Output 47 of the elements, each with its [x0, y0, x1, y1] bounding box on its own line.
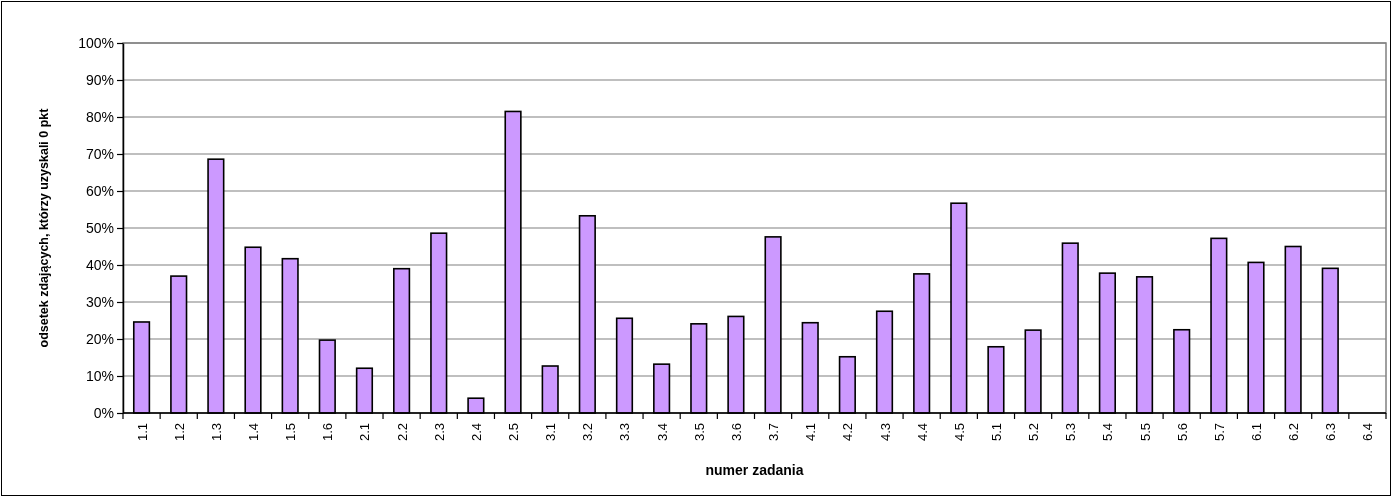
x-tick-label: 1.4: [246, 423, 262, 442]
x-tick-label: 5.7: [1211, 423, 1227, 442]
y-tick-label: 60%: [85, 182, 114, 199]
x-tick-label: 6.4: [1360, 423, 1376, 442]
x-tick-label: 2.1: [357, 423, 373, 442]
x-tick-label: 2.2: [394, 423, 410, 442]
x-tick-label: 6.1: [1248, 423, 1264, 442]
y-tick-label: 80%: [85, 108, 114, 125]
x-tick-label: 5.6: [1174, 423, 1190, 442]
x-tick-label: 4.1: [803, 423, 819, 442]
x-tick-label: 3.4: [654, 423, 670, 442]
x-tick-label: 2.4: [468, 423, 484, 442]
x-tick-label: 4.4: [914, 423, 930, 442]
x-tick-label: 4.5: [951, 423, 967, 442]
y-tick-label: 0%: [93, 404, 114, 421]
x-tick-label: 5.4: [1100, 423, 1116, 442]
y-tick-label: 20%: [85, 330, 114, 347]
x-tick-label: 6.3: [1323, 423, 1339, 442]
x-axis-title: numer zadania: [705, 462, 804, 478]
x-tick-label: 4.3: [877, 423, 893, 442]
x-tick-label: 3.1: [543, 423, 559, 442]
x-tick-label: 2.3: [431, 423, 447, 442]
y-tick-label: 90%: [85, 71, 114, 88]
y-axis-title: odsetek zdających, którzy uzyskali 0 pkt: [37, 107, 51, 348]
x-tick-label: 3.5: [691, 423, 707, 442]
x-tick-label: 3.3: [617, 423, 633, 442]
y-tick-label: 70%: [85, 145, 114, 162]
x-tick-label: 3.6: [728, 423, 744, 442]
x-tick-label: 1.5: [283, 423, 299, 442]
x-tick-label: 1.1: [134, 423, 150, 442]
y-tick-label: 100%: [78, 34, 114, 51]
x-tick-label: 2.5: [506, 423, 522, 442]
y-tick-label: 30%: [85, 293, 114, 310]
x-tick-label: 4.2: [840, 423, 856, 442]
y-tick-label: 50%: [85, 219, 114, 236]
x-tick-label: 1.6: [320, 423, 336, 442]
x-tick-label: 5.1: [988, 423, 1004, 442]
x-tick-label: 1.2: [171, 423, 187, 442]
x-tick-label: 5.3: [1063, 423, 1079, 442]
x-tick-label: 3.2: [580, 423, 596, 442]
x-tick-label: 1.3: [208, 423, 224, 442]
x-tick-label: 3.7: [766, 423, 782, 442]
x-tick-label: 5.5: [1137, 423, 1153, 442]
y-tick-label: 10%: [85, 367, 114, 384]
y-tick-label: 40%: [85, 256, 114, 273]
x-tick-label: 6.2: [1286, 423, 1302, 442]
x-tick-label: 5.2: [1026, 423, 1042, 442]
